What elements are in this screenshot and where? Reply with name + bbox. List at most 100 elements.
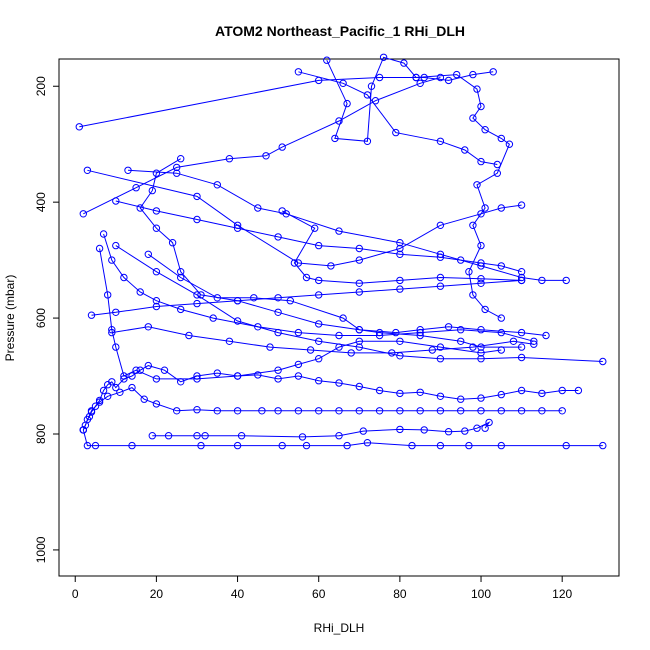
data-point bbox=[99, 386, 108, 395]
data-point bbox=[416, 331, 424, 340]
data-point bbox=[343, 441, 351, 450]
data-point bbox=[436, 343, 445, 351]
data-point bbox=[457, 395, 465, 403]
data-point bbox=[152, 400, 161, 408]
data-point bbox=[302, 273, 311, 282]
data-point bbox=[396, 285, 404, 293]
data-point bbox=[363, 137, 372, 146]
data-point bbox=[538, 276, 546, 285]
data-point bbox=[497, 441, 505, 450]
data-series bbox=[294, 68, 501, 169]
data-point bbox=[469, 221, 477, 230]
data-point bbox=[469, 291, 477, 299]
chart-title: ATOM2 Northeast_Pacific_1 RHi_DLH bbox=[215, 23, 465, 39]
data-point bbox=[396, 250, 404, 259]
data-point bbox=[274, 294, 282, 302]
y-tick-label: 400 bbox=[34, 192, 48, 212]
data-point bbox=[128, 383, 136, 392]
data-series bbox=[83, 166, 526, 270]
data-point bbox=[477, 262, 485, 270]
data-point bbox=[144, 361, 153, 370]
x-tick-label: 20 bbox=[150, 587, 164, 601]
data-point bbox=[481, 204, 489, 212]
data-point bbox=[497, 262, 505, 270]
data-point bbox=[116, 388, 124, 396]
series-line bbox=[82, 365, 579, 431]
data-point bbox=[193, 375, 201, 383]
data-point bbox=[83, 166, 92, 175]
data-point bbox=[193, 215, 201, 224]
data-point bbox=[335, 331, 343, 340]
data-point bbox=[193, 291, 201, 299]
data-point bbox=[132, 184, 140, 192]
data-point bbox=[396, 389, 404, 398]
data-point bbox=[517, 353, 526, 362]
data-point bbox=[335, 343, 343, 351]
data-point bbox=[416, 326, 424, 334]
data-point bbox=[392, 328, 400, 337]
data-series bbox=[99, 230, 538, 345]
data-point bbox=[83, 441, 92, 450]
data-point bbox=[152, 302, 161, 311]
data-series bbox=[95, 244, 505, 383]
data-series bbox=[79, 361, 583, 434]
data-point bbox=[323, 56, 331, 64]
y-tick-label: 200 bbox=[34, 76, 48, 96]
data-point bbox=[132, 366, 140, 374]
data-point bbox=[359, 427, 367, 435]
data-point bbox=[335, 407, 343, 415]
x-tick-label: 40 bbox=[231, 587, 245, 601]
data-point bbox=[517, 276, 526, 285]
data-point bbox=[278, 207, 286, 215]
x-axis: 0 20 40 60 80 100 120 bbox=[72, 576, 573, 601]
data-point bbox=[599, 357, 607, 366]
data-point bbox=[152, 297, 161, 305]
data-point bbox=[457, 407, 465, 415]
series-line bbox=[82, 387, 563, 431]
data-point bbox=[294, 372, 303, 380]
data-point bbox=[477, 326, 485, 334]
data-series bbox=[278, 207, 526, 287]
data-point bbox=[173, 163, 181, 172]
data-point bbox=[213, 407, 222, 415]
data-point bbox=[396, 407, 404, 415]
data-point bbox=[538, 407, 546, 415]
data-point bbox=[335, 379, 343, 387]
data-point bbox=[517, 386, 526, 395]
data-point bbox=[355, 256, 363, 264]
data-point bbox=[128, 441, 136, 450]
data-point bbox=[294, 360, 303, 369]
data-point bbox=[347, 349, 355, 357]
x-axis-label: RHi_DLH bbox=[314, 621, 365, 635]
series-line bbox=[281, 210, 522, 284]
data-point bbox=[152, 169, 161, 177]
data-series bbox=[124, 166, 570, 285]
data-point bbox=[315, 241, 323, 250]
data-point bbox=[193, 299, 201, 308]
data-point bbox=[213, 181, 222, 189]
data-point bbox=[497, 390, 505, 399]
data-point bbox=[294, 407, 303, 415]
data-point bbox=[294, 328, 303, 337]
data-point bbox=[315, 355, 323, 363]
data-point bbox=[461, 146, 469, 154]
data-point bbox=[558, 386, 566, 395]
data-point bbox=[469, 114, 477, 122]
data-point bbox=[457, 337, 465, 345]
data-point bbox=[274, 308, 282, 316]
data-point bbox=[152, 207, 161, 215]
data-point bbox=[477, 275, 485, 283]
data-point bbox=[136, 288, 144, 296]
data-point bbox=[517, 268, 526, 276]
series-line bbox=[152, 421, 491, 438]
data-point bbox=[128, 372, 136, 380]
data-point bbox=[477, 102, 485, 111]
data-point bbox=[574, 386, 583, 395]
data-point bbox=[91, 402, 100, 410]
x-tick-label: 120 bbox=[552, 587, 572, 601]
data-point bbox=[177, 155, 185, 163]
data-point bbox=[355, 343, 363, 351]
data-point bbox=[444, 76, 453, 85]
data-point bbox=[400, 59, 408, 67]
data-point bbox=[124, 166, 132, 175]
